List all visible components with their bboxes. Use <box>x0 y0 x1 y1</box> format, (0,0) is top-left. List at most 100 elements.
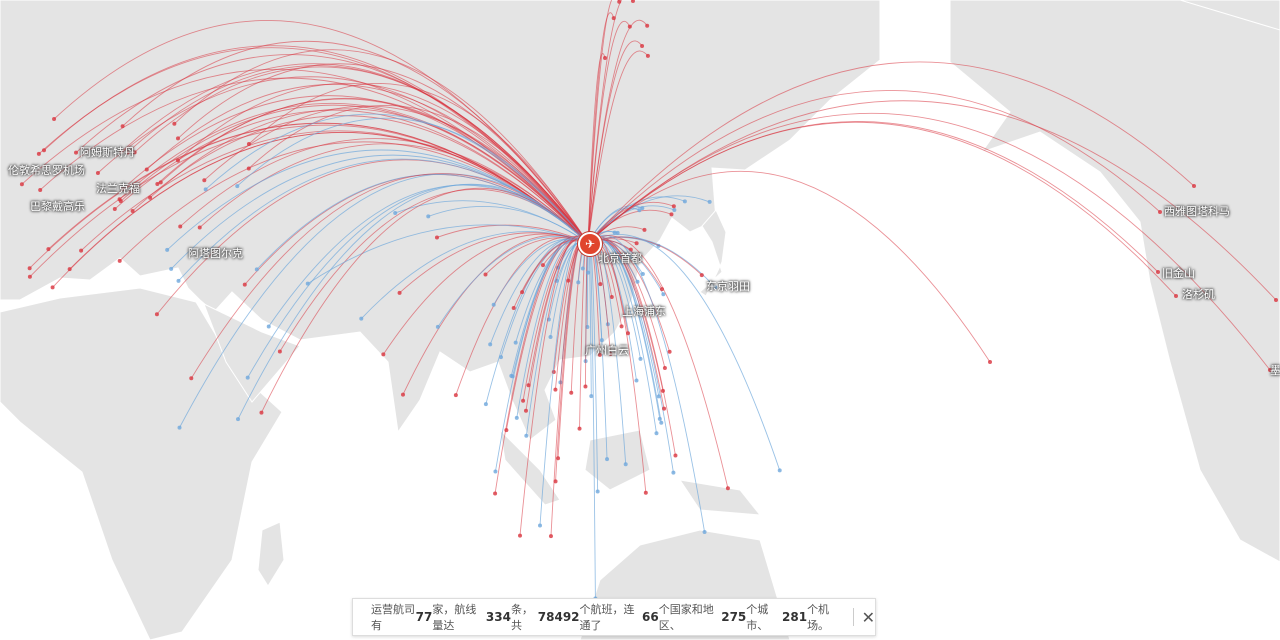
destination-point[interactable] <box>95 171 100 176</box>
destination-point[interactable] <box>42 148 47 153</box>
destination-point[interactable] <box>493 469 498 474</box>
destination-point[interactable] <box>524 433 529 438</box>
destination-point[interactable] <box>577 426 582 431</box>
destination-point[interactable] <box>120 187 125 192</box>
destination-point[interactable] <box>513 340 518 345</box>
destination-point[interactable] <box>148 195 153 200</box>
destination-point[interactable] <box>523 408 528 413</box>
destination-point[interactable] <box>598 282 603 287</box>
hub-marker-beijing[interactable]: ✈ <box>578 232 602 256</box>
destination-point[interactable] <box>576 280 581 285</box>
destination-point[interactable] <box>165 247 170 252</box>
destination-point[interactable] <box>656 394 661 399</box>
destination-point[interactable] <box>117 197 122 202</box>
destination-point[interactable] <box>707 199 712 204</box>
destination-point[interactable] <box>277 349 282 354</box>
destination-point[interactable] <box>509 373 514 378</box>
destination-point[interactable] <box>637 208 642 213</box>
destination-point[interactable] <box>235 184 240 189</box>
destination-point[interactable] <box>491 302 496 307</box>
destination-point[interactable] <box>630 0 635 4</box>
destination-point[interactable] <box>38 187 43 192</box>
destination-point[interactable] <box>514 415 519 420</box>
destination-point[interactable] <box>155 181 160 186</box>
destination-point[interactable] <box>488 342 493 347</box>
destination-point[interactable] <box>569 390 574 395</box>
destination-point[interactable] <box>521 398 526 403</box>
destination-point[interactable] <box>79 248 84 253</box>
destination-point[interactable] <box>615 230 620 235</box>
destination-point[interactable] <box>725 486 730 491</box>
destination-point[interactable] <box>634 378 639 383</box>
destination-point[interactable] <box>548 534 553 539</box>
destination-point[interactable] <box>682 199 687 204</box>
destination-point[interactable] <box>645 53 650 58</box>
destination-point[interactable] <box>551 370 556 375</box>
destination-point[interactable] <box>589 394 594 399</box>
destination-point[interactable] <box>583 384 588 389</box>
destination-point[interactable] <box>662 365 667 370</box>
destination-point[interactable] <box>1274 298 1278 302</box>
destination-point[interactable] <box>197 225 202 230</box>
destination-point[interactable] <box>623 462 628 467</box>
destination-point[interactable] <box>1268 368 1272 372</box>
destination-point[interactable] <box>645 23 650 28</box>
destination-point[interactable] <box>117 258 122 263</box>
destination-point[interactable] <box>483 272 488 277</box>
destination-point[interactable] <box>498 355 503 360</box>
destination-point[interactable] <box>245 375 250 380</box>
destination-point[interactable] <box>169 266 174 271</box>
destination-point[interactable] <box>266 324 271 329</box>
destination-point[interactable] <box>597 352 602 357</box>
destination-point[interactable] <box>635 279 640 284</box>
destination-point[interactable] <box>67 267 72 272</box>
destination-point[interactable] <box>254 267 259 272</box>
destination-point[interactable] <box>177 425 182 430</box>
destination-point[interactable] <box>175 136 180 141</box>
destination-point[interactable] <box>400 392 405 397</box>
destination-point[interactable] <box>125 150 130 155</box>
destination-point[interactable] <box>702 529 707 534</box>
destination-point[interactable] <box>659 420 664 425</box>
destination-point[interactable] <box>172 121 177 126</box>
destination-point[interactable] <box>586 270 591 275</box>
destination-point[interactable] <box>671 204 676 209</box>
destination-point[interactable] <box>669 212 674 217</box>
destination-point[interactable] <box>175 158 180 163</box>
destination-point[interactable] <box>52 117 57 122</box>
destination-point[interactable] <box>640 206 645 211</box>
destination-point[interactable] <box>434 235 439 240</box>
destination-point[interactable] <box>27 274 32 279</box>
destination-point[interactable] <box>36 151 41 156</box>
destination-point[interactable] <box>671 470 676 475</box>
destination-point[interactable] <box>1174 294 1178 298</box>
destination-point[interactable] <box>609 294 614 299</box>
destination-point[interactable] <box>176 278 181 283</box>
destination-point[interactable] <box>112 207 117 212</box>
destination-point[interactable] <box>540 263 545 268</box>
destination-point[interactable] <box>640 43 645 48</box>
destination-point[interactable] <box>713 285 718 290</box>
destination-point[interactable] <box>988 360 992 364</box>
destination-point[interactable] <box>305 281 310 286</box>
destination-point[interactable] <box>654 431 659 436</box>
destination-point[interactable] <box>638 356 643 361</box>
destination-point[interactable] <box>667 349 672 354</box>
destination-point[interactable] <box>189 376 194 381</box>
destination-point[interactable] <box>46 247 51 252</box>
close-icon[interactable]: ✕ <box>861 607 875 627</box>
destination-point[interactable] <box>242 282 247 287</box>
destination-point[interactable] <box>672 207 677 212</box>
destination-point[interactable] <box>259 410 264 415</box>
destination-point[interactable] <box>397 290 402 295</box>
destination-point[interactable] <box>119 149 124 154</box>
destination-point[interactable] <box>642 227 647 232</box>
destination-point[interactable] <box>74 150 79 155</box>
destination-point[interactable] <box>130 208 135 213</box>
destination-point[interactable] <box>538 523 543 528</box>
destination-point[interactable] <box>27 266 32 271</box>
destination-point[interactable] <box>236 417 241 422</box>
destination-point[interactable] <box>662 406 667 411</box>
destination-point[interactable] <box>634 241 639 246</box>
